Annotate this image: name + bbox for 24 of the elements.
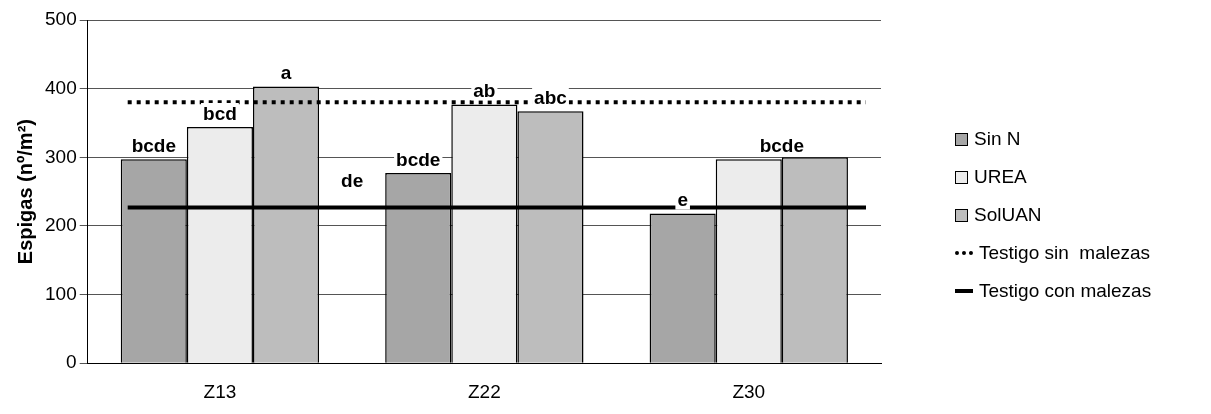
legend-label: Sin N [973,127,1022,151]
y-tick-label: 500 [45,8,77,30]
legend-label: Testigo con malezas [978,279,1152,303]
data-label: bcd [203,102,237,124]
y-tick-label: 400 [45,76,77,98]
y-tick-label: 300 [45,145,77,167]
data-label: bcde [131,135,176,157]
data-label: a [280,62,292,84]
y-tick-label: 0 [66,351,77,373]
legend-label: UREA [973,165,1028,189]
data-label: bcde [396,148,441,170]
annotation: de [341,170,364,192]
x-tick-label: Z22 [467,380,501,402]
legend-label: Testigo sin malezas [978,241,1152,265]
x-tick-label: Z30 [732,380,766,402]
data-label: abc [534,87,568,109]
data-label: bcde [759,135,805,157]
y-tick-label: 100 [45,282,77,304]
y-tick-label: 200 [45,214,77,236]
data-label: e [677,189,688,211]
x-tick-label: Z13 [203,380,237,402]
legend-label: SolUAN [973,203,1043,227]
data-label: ab [473,80,496,102]
y-axis-title: Espigas (nº/m²) [13,119,36,265]
